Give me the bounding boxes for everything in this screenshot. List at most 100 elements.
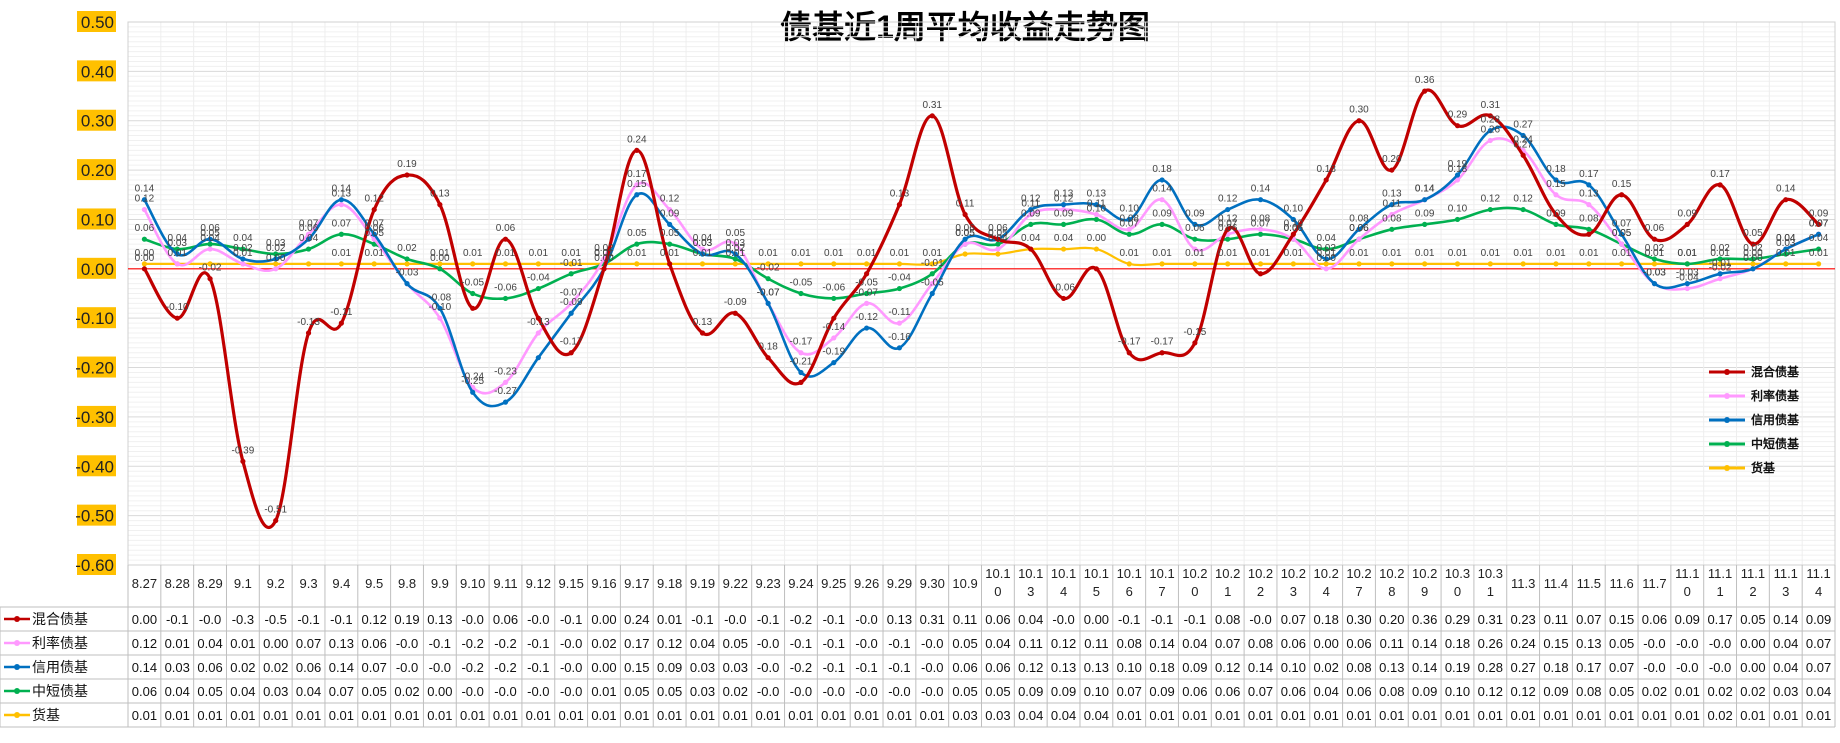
data-point (1257, 197, 1264, 203)
data-point (1651, 256, 1658, 262)
table-cell: -0.0 (1249, 612, 1271, 627)
data-label: 0.28 (1481, 115, 1501, 126)
data-label: -0.15 (1183, 327, 1206, 338)
x-tick-label: 9.15 (559, 576, 584, 591)
table-cell: 0.09 (1675, 612, 1700, 627)
x-tick-label: 11.4 (1544, 576, 1568, 591)
data-label: 0.07 (1251, 218, 1271, 229)
data-point (1225, 261, 1231, 267)
x-tick-label: 10.2 (1379, 566, 1404, 581)
data-label: 0.01 (824, 248, 844, 259)
table-cell: 0.01 (755, 708, 780, 723)
data-label: 0.05 (1743, 228, 1763, 239)
table-row: 混合债基 0.00 -0.1 -0.0 -0.3 -0.5 -0.1 -0.1 0.12 0.19… (4, 611, 1831, 627)
data-point (699, 261, 706, 267)
table-cell: -0.3 (232, 612, 254, 627)
table-cell: 0.01 (1576, 708, 1601, 723)
table-cell: 0.01 (1412, 708, 1437, 723)
data-point (634, 241, 640, 247)
data-point (929, 271, 935, 277)
data-label: 0.06 (1284, 223, 1304, 234)
table-cell: 0.04 (1182, 636, 1207, 651)
data-point (174, 246, 180, 252)
table-series-name: 货基 (32, 707, 60, 723)
table-cell: 0.03 (952, 708, 977, 723)
table-cell: 0.03 (690, 684, 715, 699)
table-cell: 0.01 (165, 636, 190, 651)
table-cell: 0.12 (1510, 684, 1535, 699)
table-cell: -0.1 (297, 612, 319, 627)
data-point (1257, 231, 1264, 237)
y-tick-label: 0.00 (81, 260, 114, 279)
data-point (437, 266, 443, 272)
x-tick-label: 0 (1454, 584, 1461, 599)
data-point (174, 315, 180, 321)
x-tick-label: 10.1 (1084, 566, 1109, 581)
data-point (929, 290, 935, 297)
x-tick-label: 9.18 (657, 576, 682, 591)
data-label: 0.07 (1809, 218, 1829, 229)
table-cell: 0.15 (624, 660, 649, 675)
table-cell: 0.08 (1117, 636, 1142, 651)
data-point (634, 192, 640, 198)
table-cell: 0.06 (1215, 684, 1240, 699)
data-point (305, 246, 312, 252)
data-point (568, 271, 574, 277)
y-tick-label: -0.30 (75, 408, 114, 427)
data-point (305, 231, 312, 237)
y-tick-label: 0.30 (81, 112, 114, 131)
data-label: 0.18 (1448, 164, 1468, 175)
data-point (1487, 137, 1493, 144)
x-tick-label: 9.5 (365, 576, 383, 591)
data-label: -0.06 (494, 282, 517, 293)
data-label: 0.31 (923, 100, 943, 111)
data-label: 0.01 (463, 248, 483, 259)
data-point (1422, 88, 1428, 94)
data-label: 0.07 (332, 218, 352, 229)
data-point (1422, 261, 1428, 267)
table-cell: 0.01 (1675, 708, 1700, 723)
x-tick-label: 0 (1684, 584, 1691, 599)
table-cell: 0.10 (1117, 660, 1142, 675)
data-label: 0.13 (890, 189, 910, 200)
table-cell: 0.01 (657, 708, 682, 723)
data-label: 0.01 (1382, 248, 1402, 259)
table-cell: 0.01 (526, 708, 551, 723)
table-cell: 0.01 (230, 636, 255, 651)
data-label: 0.01 (923, 248, 943, 259)
data-point (1750, 266, 1756, 272)
table-series-name: 中短债基 (32, 683, 88, 699)
table-cell: 0.08 (1346, 660, 1371, 675)
data-point (667, 241, 673, 247)
table-cell: 0.11 (953, 612, 977, 627)
table-cell: -0.0 (790, 684, 812, 699)
table-cell: 0.01 (1773, 708, 1798, 723)
table-cell: 0.08 (1248, 636, 1273, 651)
legend-label: 中短债基 (1751, 436, 1800, 451)
legend-label: 信用债基 (1751, 412, 1800, 427)
data-point (305, 236, 312, 242)
legend-marker (1724, 369, 1730, 375)
table-cell: 0.01 (165, 708, 190, 723)
table-cell: 0.01 (1182, 708, 1207, 723)
data-label: 0.14 (332, 184, 352, 195)
data-point (798, 261, 804, 267)
data-point (1290, 231, 1296, 237)
data-label: 0.11 (956, 199, 975, 210)
data-point (1717, 182, 1723, 188)
table-cell: -0.2 (494, 660, 516, 675)
table-cell: -0.0 (429, 660, 451, 675)
table-cell: 0.08 (1215, 612, 1240, 627)
x-tick-label: 10.2 (1412, 566, 1437, 581)
table-cell: -0.1 (888, 636, 910, 651)
table-cell: 0.03 (165, 660, 190, 675)
data-label: 0.01 (660, 248, 680, 259)
data-label: 0.13 (332, 189, 352, 200)
data-point (1783, 251, 1789, 257)
data-label: 0.09 (1021, 208, 1041, 219)
data-label: -0.23 (494, 366, 517, 377)
data-label: 0.08 (1349, 213, 1369, 224)
x-tick-label: 10.1 (985, 566, 1010, 581)
table-cell: 0.05 (952, 636, 977, 651)
table-cell: 0.00 (132, 612, 157, 627)
